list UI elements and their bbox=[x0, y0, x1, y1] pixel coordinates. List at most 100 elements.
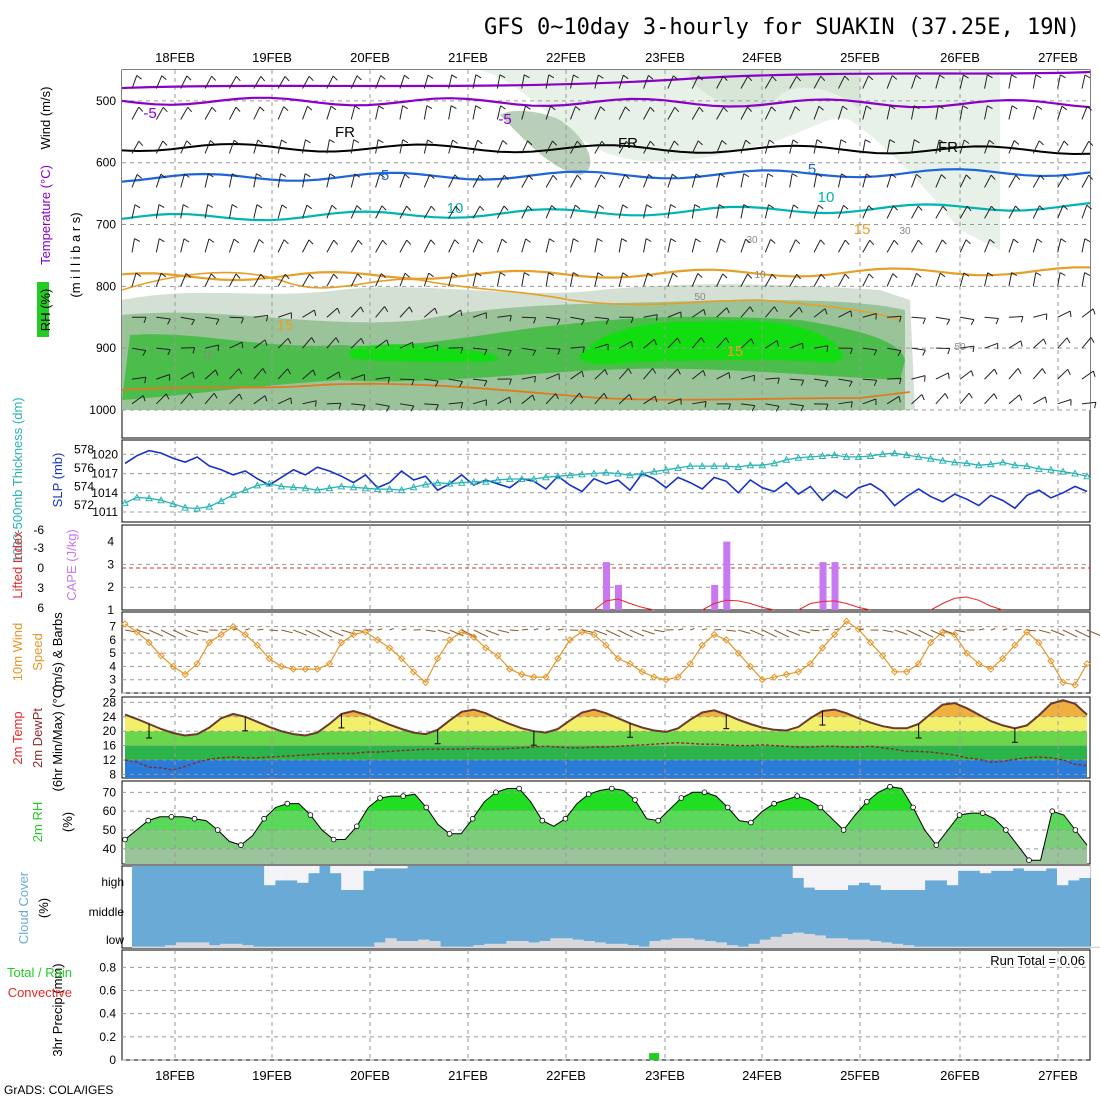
wind-barb-feather-32-8 bbox=[922, 349, 926, 356]
wind-barb-10-9 bbox=[375, 376, 390, 380]
cloud-high-68 bbox=[880, 866, 893, 890]
wind-barb-38-4 bbox=[1057, 205, 1064, 219]
cloud-low-77 bbox=[979, 946, 992, 948]
label-barbs: (m/s) & Barbs bbox=[50, 612, 65, 692]
cloud-high-84 bbox=[1057, 866, 1069, 886]
cloud-low-19 bbox=[341, 946, 353, 948]
wind-barb-feather-4-10 bbox=[238, 393, 243, 400]
wind10-barb-75 bbox=[1026, 629, 1037, 632]
wind-barb-feather-19-7 bbox=[605, 318, 610, 325]
wind-barb-19-7 bbox=[594, 316, 609, 320]
cloud-low-48 bbox=[660, 939, 672, 948]
wind10-point-49 bbox=[710, 630, 718, 639]
wind10-point-63 bbox=[878, 652, 887, 660]
wind-barb-23-6 bbox=[691, 273, 699, 287]
wind-barb-10-3 bbox=[375, 173, 381, 188]
wind10-barb-78 bbox=[1062, 629, 1078, 638]
thickness-point-77 bbox=[1047, 465, 1055, 473]
wind-barb-feather-22-3 bbox=[671, 173, 678, 179]
wind-barb-feather-21-2 bbox=[649, 140, 655, 147]
wind-barb-24-0 bbox=[716, 75, 724, 89]
wind-barb-39-1 bbox=[1081, 106, 1088, 120]
wind-barb-14-3 bbox=[472, 174, 481, 188]
wind-barb-feather-28-2 bbox=[816, 139, 823, 144]
rh-point-8 bbox=[214, 827, 221, 833]
wind-barb-26-2 bbox=[764, 139, 770, 154]
wind-barb-31-3 bbox=[886, 173, 892, 188]
label-lifted-index: Lifted Index bbox=[10, 531, 25, 599]
wind-barb-15-8 bbox=[497, 347, 512, 351]
wind-barb-feather-36-0 bbox=[1011, 74, 1017, 79]
wind-barb-25-3 bbox=[740, 173, 745, 188]
wind-barb-35-2 bbox=[984, 140, 990, 154]
wind-barb-feather-19-2 bbox=[601, 140, 607, 147]
wind-barb-feather-24-1 bbox=[723, 106, 728, 113]
wind-barb-15-1 bbox=[496, 105, 501, 120]
rh-point-68 bbox=[910, 804, 916, 811]
rh-point-36 bbox=[539, 817, 546, 824]
cloud-low-82 bbox=[1034, 946, 1047, 948]
wind-barb-14-2 bbox=[472, 140, 479, 154]
wind-barb-feather-2-0 bbox=[186, 75, 192, 81]
wind-barb-feather-4-1 bbox=[235, 106, 241, 112]
wind-barb-34-2 bbox=[959, 139, 965, 154]
wind10-barb-5 bbox=[184, 629, 199, 636]
wind-barb-34-6 bbox=[959, 272, 965, 287]
rh-point-10 bbox=[238, 842, 244, 848]
wind-barb-feather-5-7 bbox=[266, 315, 269, 322]
wind-barb-feather-34-5 bbox=[965, 239, 971, 245]
wind-barb-feather-6-6 bbox=[284, 273, 290, 280]
wind-barb-feather-31-1 bbox=[889, 105, 896, 110]
wind-barb-32-6 bbox=[911, 273, 917, 287]
wind-barb-10-7 bbox=[375, 306, 385, 318]
pressure-tick-800: 800 bbox=[96, 279, 116, 293]
wind-barb-4-4 bbox=[228, 204, 233, 219]
wind-barb-feather-2-5 bbox=[183, 238, 190, 243]
cloud-low-2 bbox=[154, 946, 166, 948]
cloud-low-31 bbox=[473, 945, 485, 948]
wind-barb-feather-28-5 bbox=[820, 239, 825, 245]
wind-barb-feather-18-1 bbox=[575, 106, 581, 111]
top-date-label-24FEB: 24FEB bbox=[742, 50, 782, 65]
wind10-barb-39 bbox=[593, 629, 608, 636]
wind10-barb-55 bbox=[786, 629, 801, 636]
wind-barb-8-3 bbox=[326, 173, 331, 188]
cloud-high-75 bbox=[957, 866, 970, 871]
wind-barb-feather-21-3 bbox=[648, 174, 654, 179]
wind-barb-feather-16-5 bbox=[525, 238, 531, 243]
wind10-point-32 bbox=[506, 665, 514, 673]
wind-barb-feather-5-8 bbox=[264, 339, 268, 346]
wind-barb-11-4 bbox=[399, 205, 408, 219]
wind-barb-feather-33-5 bbox=[941, 239, 947, 245]
wind-barb-37-7 bbox=[1033, 313, 1047, 318]
wind-barb-feather-6-5 bbox=[283, 239, 289, 245]
wind-barb-34-1 bbox=[959, 105, 964, 120]
wind-barb-feather-15-1 bbox=[500, 105, 506, 110]
wind-barb-12-7 bbox=[423, 307, 436, 318]
cloud-low-78 bbox=[990, 946, 1003, 948]
wind10-point-48 bbox=[698, 641, 706, 649]
wind-barb-feather-30-2 bbox=[864, 139, 871, 144]
cloud-high-62 bbox=[814, 866, 826, 890]
wind-barb-feather-29-8 bbox=[849, 348, 853, 355]
wind-barb-feather-37-9 bbox=[1041, 368, 1046, 374]
cloud-low-69 bbox=[891, 943, 904, 948]
wind-barb-feather-23-6 bbox=[697, 273, 703, 278]
wind10-barb-50 bbox=[726, 629, 736, 632]
wind-barb-11-6 bbox=[399, 273, 406, 287]
wind-barb-feather-14-5 bbox=[477, 239, 484, 244]
wind-barb-33-4 bbox=[935, 205, 944, 219]
wind10-barb-2 bbox=[148, 629, 164, 637]
contour-label-10: 15 bbox=[277, 317, 294, 334]
cloud-low-62 bbox=[814, 935, 826, 948]
label-convective: Convective bbox=[8, 985, 72, 1000]
wind-barb-13-9 bbox=[448, 378, 463, 382]
precip-tick-0.6: 0.6 bbox=[99, 984, 116, 998]
thickness-point-56 bbox=[794, 453, 803, 461]
wind-barb-37-0 bbox=[1032, 74, 1037, 89]
wind-barb-24-6 bbox=[716, 273, 724, 287]
wind-barb-feather-12-3 bbox=[429, 174, 435, 179]
wind-barb-feather-3-4 bbox=[207, 204, 214, 208]
wind-barb-32-5 bbox=[911, 239, 919, 253]
wind-barb-feather-21-7 bbox=[656, 314, 658, 321]
